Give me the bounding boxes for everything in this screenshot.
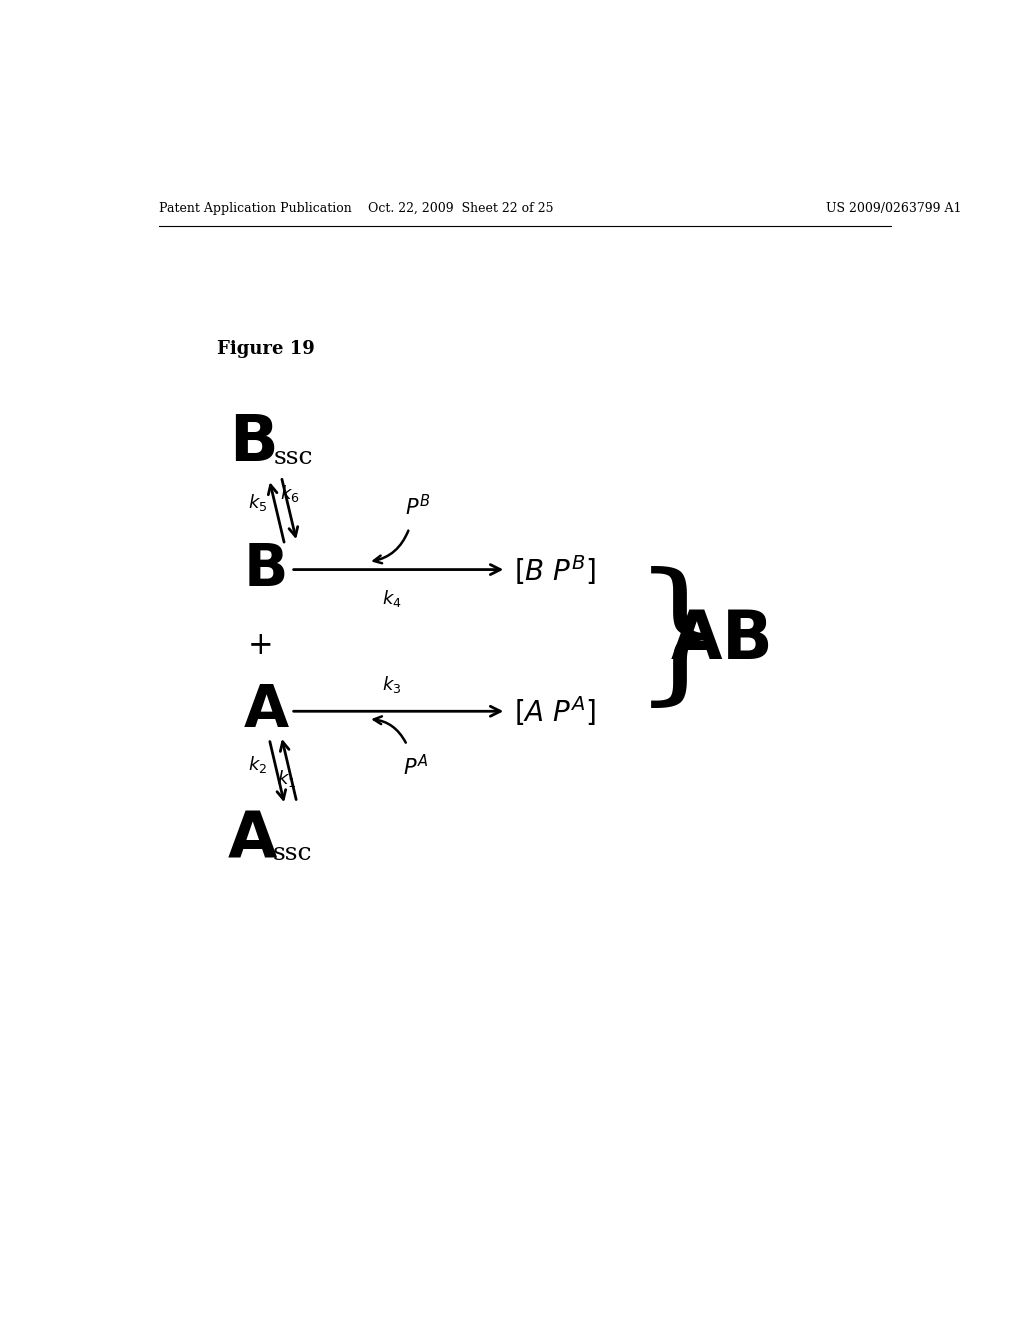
Text: ssc: ssc [272, 842, 311, 865]
Text: $k_1$: $k_1$ [276, 768, 296, 789]
Text: $[B\ P^B]$: $[B\ P^B]$ [514, 553, 596, 586]
Text: Patent Application Publication: Patent Application Publication [159, 202, 352, 215]
Text: $\mathbf{B}$: $\mathbf{B}$ [243, 541, 285, 598]
Text: }: } [632, 566, 729, 714]
Text: $k_3$: $k_3$ [382, 673, 401, 694]
Text: $k_4$: $k_4$ [382, 589, 401, 610]
Text: $\mathbf{AB}$: $\mathbf{AB}$ [671, 609, 770, 673]
Text: $k_5$: $k_5$ [248, 492, 267, 513]
Text: US 2009/0263799 A1: US 2009/0263799 A1 [825, 202, 961, 215]
Text: +: + [248, 630, 273, 660]
Text: $P^A$: $P^A$ [403, 754, 428, 779]
Text: $k_6$: $k_6$ [281, 483, 300, 504]
Text: $k_2$: $k_2$ [248, 754, 267, 775]
Text: $P^B$: $P^B$ [406, 494, 431, 519]
Text: Figure 19: Figure 19 [217, 341, 314, 358]
Text: $\mathbf{A}$: $\mathbf{A}$ [227, 809, 279, 870]
Text: $[A\ P^A]$: $[A\ P^A]$ [514, 694, 596, 729]
Text: $\mathbf{B}$: $\mathbf{B}$ [228, 413, 275, 474]
Text: Oct. 22, 2009  Sheet 22 of 25: Oct. 22, 2009 Sheet 22 of 25 [369, 202, 554, 215]
Text: ssc: ssc [273, 446, 313, 469]
Text: $\mathbf{A}$: $\mathbf{A}$ [243, 684, 290, 739]
